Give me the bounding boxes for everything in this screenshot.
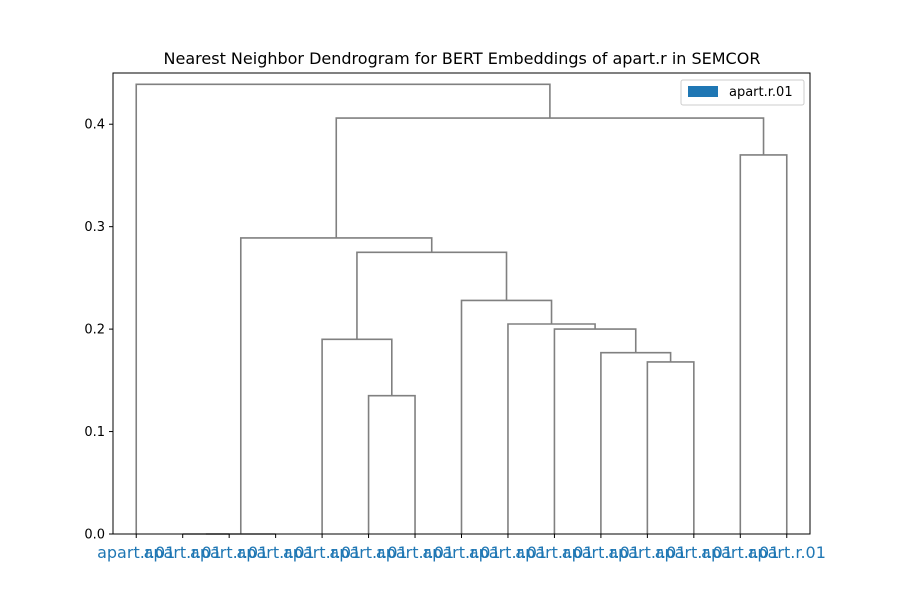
- leaf-label: apart.r.01: [608, 543, 686, 562]
- leaf-label: apart.r.01: [144, 543, 222, 562]
- dendrogram-link-7: [507, 323, 596, 534]
- leaf-label: apart.r.01: [422, 543, 500, 562]
- dendrogram-link-3: [321, 338, 393, 534]
- leaf-label: apart.r.01: [515, 543, 593, 562]
- legend-swatch: [688, 86, 718, 97]
- dendrogram-link-6: [553, 328, 637, 534]
- x-axis: apart.r.01apart.r.01apart.r.01apart.r.01…: [97, 534, 826, 562]
- leaf-label: apart.r.01: [283, 543, 361, 562]
- dendrogram-link-2: [367, 394, 416, 534]
- y-tick-label: 0.4: [84, 118, 105, 133]
- dendrogram-link-12: [335, 117, 765, 238]
- chart-title: Nearest Neighbor Dendrogram for BERT Emb…: [164, 49, 761, 68]
- leaf-label: apart.r.01: [748, 543, 826, 562]
- leaf-label: apart.r.01: [469, 543, 547, 562]
- leaf-label: apart.r.01: [562, 543, 640, 562]
- dendrogram-link-5: [600, 351, 672, 534]
- leaf-label: apart.r.01: [655, 543, 733, 562]
- leaf-label: apart.r.01: [237, 543, 315, 562]
- dendrogram-link-8: [460, 299, 553, 534]
- dendrogram-link-9: [356, 251, 508, 340]
- dendrogram-link-11: [739, 154, 788, 534]
- leaf-label: apart.r.01: [701, 543, 779, 562]
- leaf-label: apart.r.01: [97, 543, 175, 562]
- y-tick-label: 0.2: [84, 323, 105, 338]
- leaf-label: apart.r.01: [376, 543, 454, 562]
- legend-label: apart.r.01: [729, 85, 793, 100]
- legend: apart.r.01: [680, 79, 805, 106]
- dendrogram-link-4: [646, 361, 695, 534]
- leaf-label: apart.r.01: [329, 543, 407, 562]
- y-tick-label: 0.1: [84, 425, 105, 440]
- dendrogram-link-10: [239, 237, 433, 534]
- y-axis: 0.0 0.1 0.2 0.3 0.4: [84, 118, 113, 543]
- y-tick-label: 0.0: [84, 528, 105, 543]
- dendrogram-links: [135, 83, 788, 535]
- y-tick-label: 0.3: [84, 220, 105, 235]
- dendrogram-link-13: [135, 83, 551, 534]
- leaf-label: apart.r.01: [190, 543, 268, 562]
